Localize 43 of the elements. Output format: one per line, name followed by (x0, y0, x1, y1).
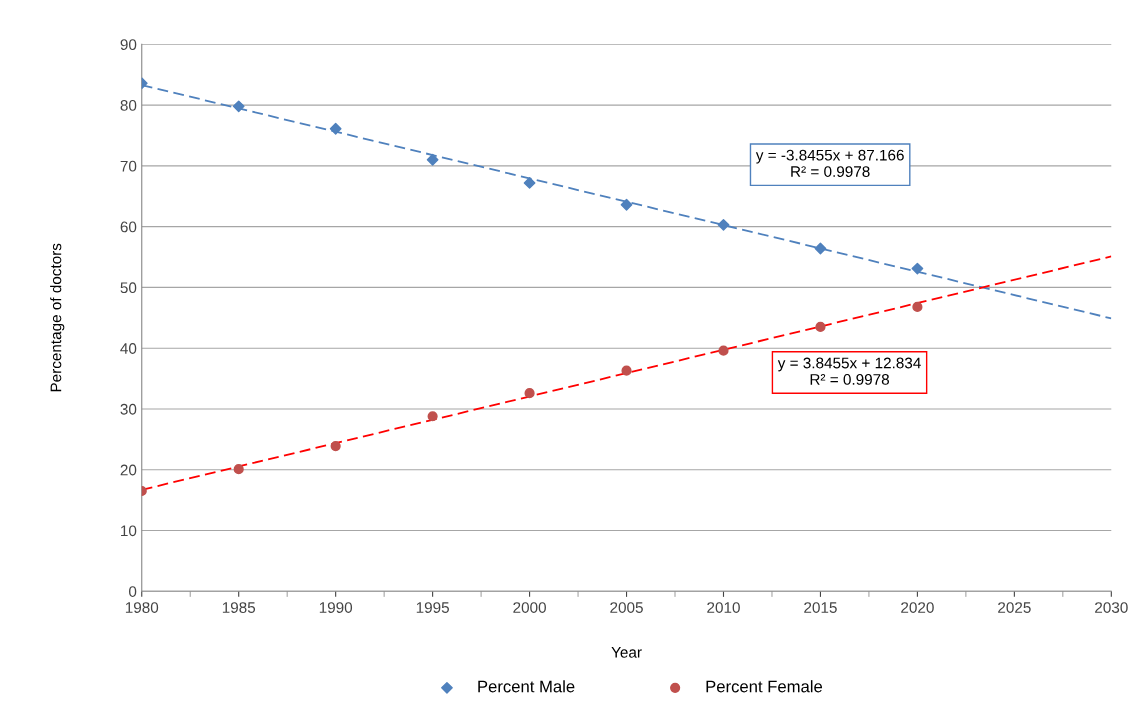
x-tick-label: 2030 (1095, 602, 1128, 613)
y-tick-label: 80 (120, 99, 137, 111)
x-tick-label: 2000 (513, 602, 546, 613)
annotation: y = -3.8455x + 87.166 R² = 0.9978 (755, 149, 904, 177)
point (427, 411, 438, 422)
y-tick-label: 20 (120, 464, 137, 476)
x-tick-label: 1995 (416, 602, 449, 613)
legend-label: Percent Female (706, 680, 823, 693)
y-tick-label: 60 (120, 221, 137, 233)
annotation: y = 3.8455x + 12.834 R² = 0.9978 (777, 357, 921, 385)
point (233, 464, 244, 475)
point (232, 100, 245, 113)
point (815, 321, 826, 333)
x-tick-label: 2025 (998, 602, 1031, 613)
point (814, 242, 827, 255)
y-tick-label: 90 (120, 39, 137, 51)
point (718, 345, 729, 356)
x-tick-label: 1990 (319, 602, 353, 613)
y-axis-title: Percentage of doctors (50, 243, 65, 392)
y-tick-label: 40 (120, 343, 137, 354)
x-tick-label: 1980 (125, 602, 159, 613)
x-axis-title: Year (611, 647, 642, 658)
point (523, 177, 536, 189)
x-tick-label: 1985 (222, 602, 256, 613)
x-tick-label: 2010 (707, 602, 740, 613)
y-tick-label: 0 (128, 586, 137, 597)
legend-label: Percent Male (478, 680, 575, 693)
y-tick-label: 70 (120, 160, 137, 172)
point (717, 218, 730, 231)
point (426, 153, 439, 166)
point (621, 365, 632, 376)
point (912, 301, 923, 312)
x-tick-label: 2020 (901, 602, 934, 613)
y-tick-label: 10 (121, 525, 137, 537)
point (330, 440, 341, 452)
y-tick-label: 30 (120, 403, 137, 415)
x-tick-label: 2005 (610, 602, 643, 613)
point (524, 388, 535, 399)
point (329, 122, 342, 135)
x-tick-label: 2015 (804, 602, 837, 613)
point (620, 198, 633, 211)
point (911, 262, 924, 275)
y-tick-label: 50 (120, 282, 137, 294)
